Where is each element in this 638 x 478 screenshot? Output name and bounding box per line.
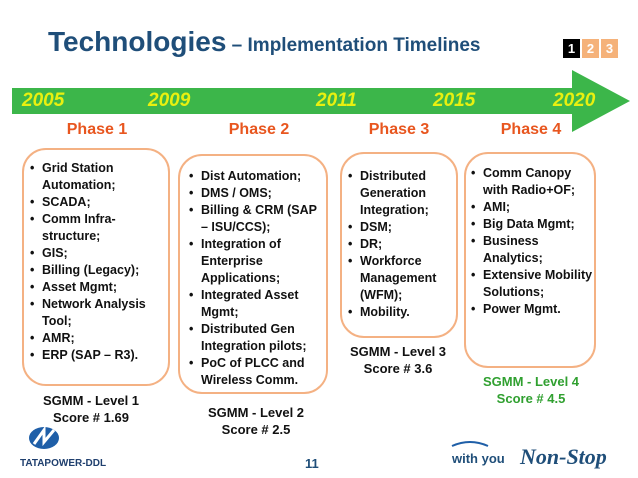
phase-1-item: AMR;	[30, 330, 165, 347]
timeline-arrow	[12, 70, 630, 132]
page-indicator-2[interactable]: 2	[582, 39, 599, 58]
phase-1-score-value: Score # 1.69	[53, 410, 129, 425]
phase-1-item: GIS;	[30, 245, 165, 262]
phase-1-item: ERP (SAP – R3).	[30, 347, 165, 364]
title-subtitle: – Implementation Timelines	[226, 35, 481, 56]
timeline-year-2009: 2009	[148, 90, 191, 111]
phase-3-item: Mobility.	[348, 304, 458, 321]
phase-2-item: Integrated Asset Mgmt;	[189, 287, 325, 321]
page-title: Technologies – Implementation Timelines	[48, 26, 481, 58]
phase-1-item: Asset Mgmt;	[30, 279, 165, 296]
phase-2-item: Billing & CRM (SAP – ISU/CCS);	[189, 202, 325, 236]
phase-3-score: SGMM - Level 3 Score # 3.6	[342, 343, 454, 377]
page-indicator-1[interactable]: 1	[563, 39, 580, 58]
page-number: 11	[305, 456, 319, 471]
phase-2-score-value: Score # 2.5	[221, 422, 291, 437]
tata-power-logo: TATAPOWER-DDL	[20, 425, 106, 469]
phase-1-heading: Phase 1	[66, 121, 128, 138]
phase-3-item: DR;	[348, 236, 458, 253]
phase-4-item: Comm Canopy with Radio+OF;	[471, 165, 593, 199]
phase-1-item: Grid Station Automation;	[30, 160, 165, 194]
phase-2-item: Dist Automation;	[189, 168, 325, 185]
phase-2-score: SGMM - Level 2 Score # 2.5	[193, 404, 319, 438]
phase-4-item: Extensive Mobility Solutions;	[471, 267, 593, 301]
timeline-year-2015: 2015	[433, 90, 476, 111]
logo-company-name: TATAPOWER-DDL	[20, 458, 106, 469]
phase-1-score: SGMM - Level 1 Score # 1.69	[23, 392, 159, 426]
phase-4-item-list: Comm Canopy with Radio+OF;AMI;Big Data M…	[471, 165, 593, 318]
phase-3-item: DSM;	[348, 219, 458, 236]
phase-2-heading: Phase 2	[228, 121, 290, 138]
page-indicator-3[interactable]: 3	[601, 39, 618, 58]
phase-3-level: SGMM - Level 3	[349, 344, 447, 359]
phase-1-item: Comm Infra-structure;	[30, 211, 165, 245]
phase-3-item: Workforce Management (WFM);	[348, 253, 458, 304]
phase-1-item: Billing (Legacy);	[30, 262, 165, 279]
non-stop-tagline-logo: with you Non-Stop	[451, 441, 607, 469]
tagline-brand: Non-Stop	[519, 444, 607, 469]
phase-3-item: Distributed Generation Integration;	[348, 168, 458, 219]
phase-4-heading: Phase 4	[500, 121, 562, 138]
phase-4-level: SGMM - Level 4	[482, 374, 580, 389]
timeline-year-2020: 2020	[553, 90, 596, 111]
phase-2-item-list: Dist Automation;DMS / OMS;Billing & CRM …	[189, 168, 325, 389]
tagline-prefix: with you	[451, 451, 505, 466]
phase-2-item: PoC of PLCC and Wireless Comm.	[189, 355, 325, 389]
phase-4-item: AMI;	[471, 199, 593, 216]
phase-3-score-value: Score # 3.6	[363, 361, 433, 376]
phase-1-item: SCADA;	[30, 194, 165, 211]
timeline-year-2005: 2005	[22, 90, 65, 111]
phase-4-item: Big Data Mgmt;	[471, 216, 593, 233]
title-main: Technologies	[48, 26, 227, 57]
phase-4-score-value: Score # 4.5	[496, 391, 566, 406]
phase-1-item: Network Analysis Tool;	[30, 296, 165, 330]
phase-4-item: Business Analytics;	[471, 233, 593, 267]
phase-3-heading: Phase 3	[368, 121, 430, 138]
phase-2-level: SGMM - Level 2	[207, 405, 305, 420]
phase-4-item: Power Mgmt.	[471, 301, 593, 318]
phase-4-score: SGMM - Level 4 Score # 4.5	[466, 373, 596, 407]
phase-1-level: SGMM - Level 1	[42, 393, 140, 408]
phase-2-item: Distributed Gen Integration pilots;	[189, 321, 325, 355]
timeline-year-2011: 2011	[316, 90, 357, 111]
phase-2-item: Integration of Enterprise Applications;	[189, 236, 325, 287]
phase-1-item-list: Grid Station Automation;SCADA;Comm Infra…	[30, 160, 165, 364]
phase-3-item-list: Distributed Generation Integration;DSM;D…	[348, 168, 458, 321]
phase-2-item: DMS / OMS;	[189, 185, 325, 202]
